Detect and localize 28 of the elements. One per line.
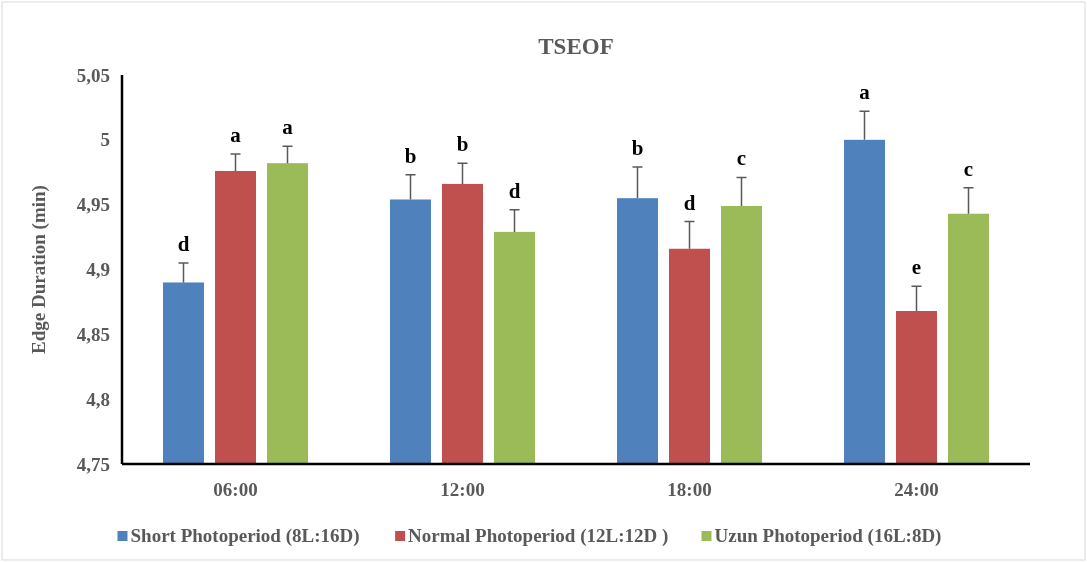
data-label: d bbox=[177, 232, 190, 257]
data-label: b bbox=[404, 143, 417, 168]
x-tick-label: 06:00 bbox=[213, 479, 258, 500]
data-label: c bbox=[736, 146, 747, 171]
chart-title: TSEOF bbox=[538, 34, 614, 59]
legend-label: Normal Photoperiod (12L:12D ) bbox=[408, 525, 669, 547]
data-label: d bbox=[508, 178, 521, 203]
data-label: a bbox=[282, 115, 294, 140]
x-tick-label: 12:00 bbox=[440, 479, 485, 500]
x-tick-label: 24:00 bbox=[894, 479, 939, 500]
data-label: c bbox=[963, 156, 974, 181]
y-tick-label: 4,8 bbox=[86, 388, 110, 410]
y-tick-label: 4,85 bbox=[76, 323, 110, 345]
y-tick-label: 5,05 bbox=[76, 64, 110, 86]
y-tick-label: 5 bbox=[100, 129, 110, 151]
data-label: b bbox=[631, 136, 644, 161]
legend-label: Uzun Photoperiod (16L:8D) bbox=[714, 525, 942, 547]
x-tick-label: 18:00 bbox=[667, 479, 712, 500]
y-tick-label: 4,9 bbox=[86, 259, 110, 281]
y-axis-title: Edge Duration (min) bbox=[28, 185, 50, 354]
y-tick-label: 4,75 bbox=[76, 453, 110, 475]
y-tick-label: 4,95 bbox=[76, 194, 110, 216]
data-label: d bbox=[683, 190, 696, 215]
data-label: a bbox=[859, 80, 871, 105]
legend-label: Short Photoperiod (8L:16D) bbox=[130, 525, 360, 547]
data-label: a bbox=[230, 123, 242, 148]
data-label: b bbox=[456, 132, 469, 157]
data-label: e bbox=[911, 255, 922, 280]
